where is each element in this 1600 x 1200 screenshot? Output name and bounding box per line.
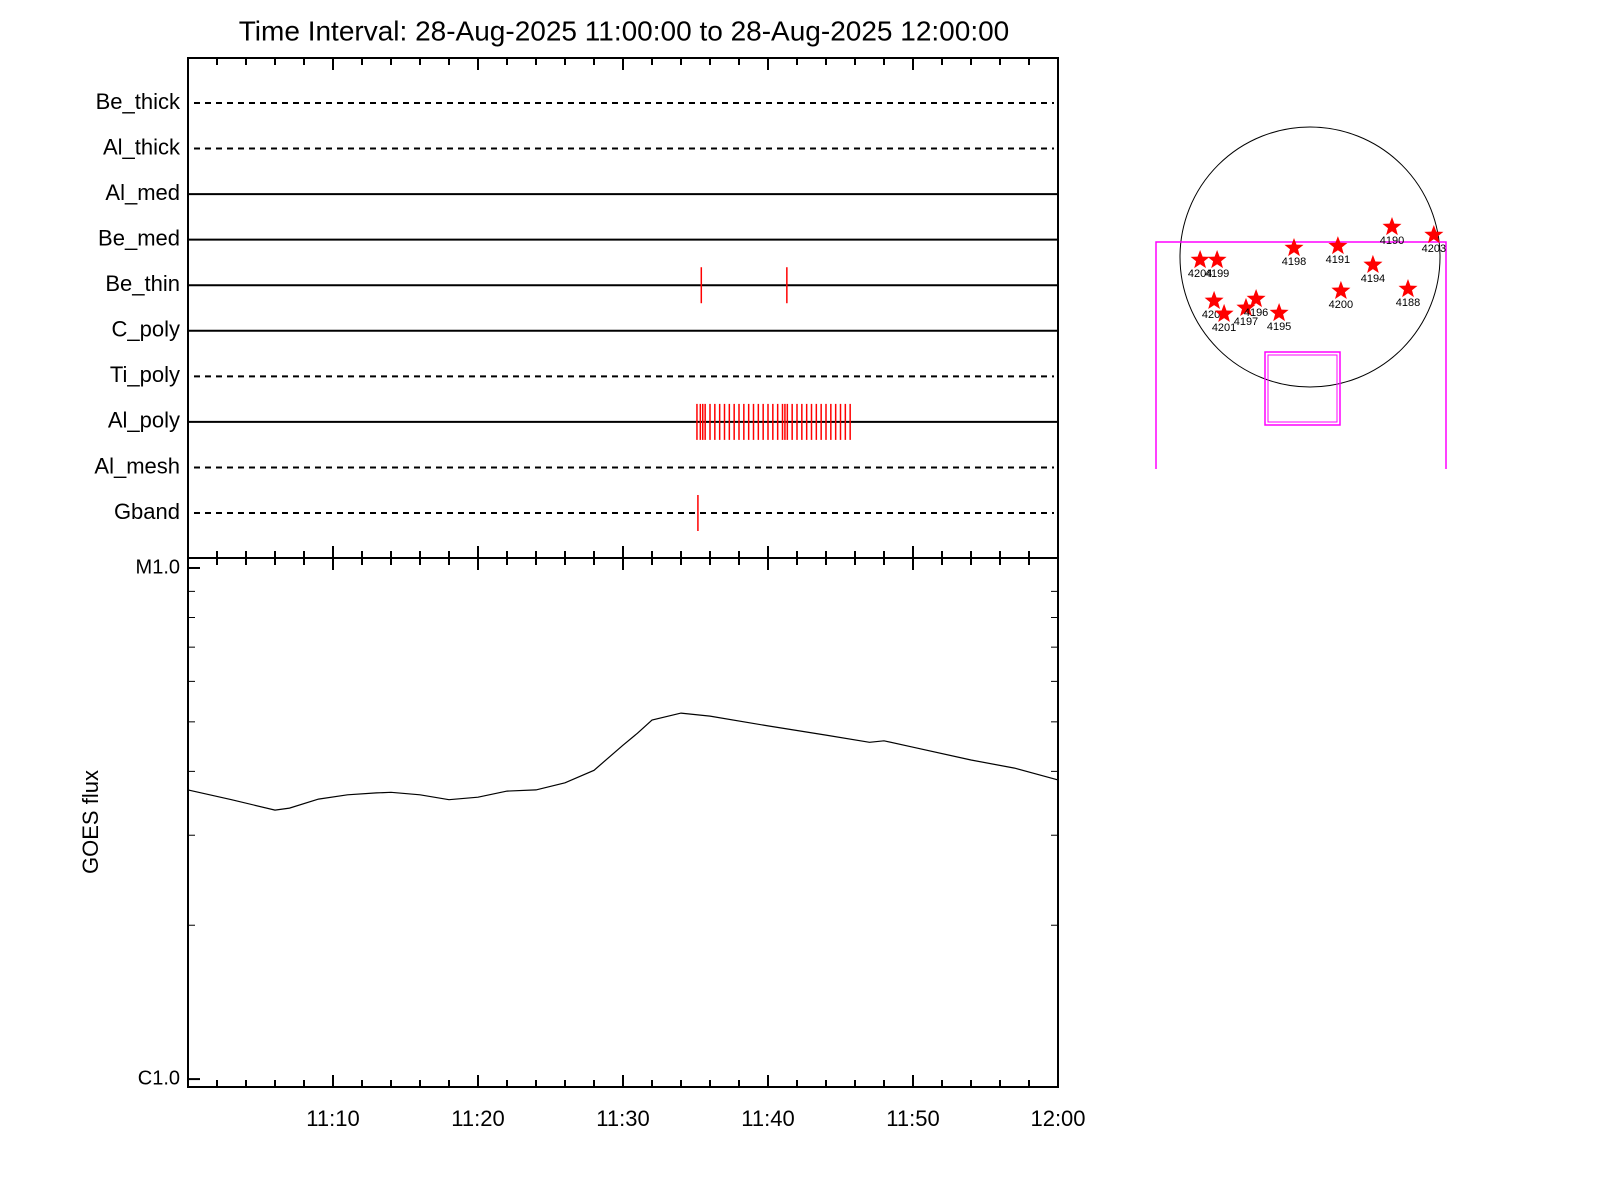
x-tick-label: 12:00 (1030, 1106, 1085, 1131)
region-star (1363, 254, 1383, 273)
y-tick-label: M1.0 (136, 556, 180, 578)
region-label: 4195 (1267, 321, 1291, 333)
y-tick-label: C1.0 (138, 1067, 180, 1089)
goes-frame (187, 557, 1059, 1088)
x-tick-label: 11:40 (741, 1106, 794, 1131)
x-tick-label: 11:30 (596, 1106, 649, 1131)
region-star (1236, 297, 1256, 316)
region-label: 4196 (1244, 307, 1268, 319)
row-label: Ti_poly (110, 362, 180, 387)
region-star (1204, 290, 1224, 309)
region-label: 4198 (1282, 256, 1306, 268)
region-star (1382, 217, 1402, 236)
region-star (1284, 238, 1304, 257)
fov-box (1264, 351, 1341, 426)
row-label: Be_med (98, 225, 180, 250)
region-label: 4201 (1212, 322, 1236, 334)
row-label: Al_mesh (94, 453, 180, 478)
region-label: 4200 (1329, 299, 1353, 311)
goes-line (187, 712, 1059, 811)
region-label: 4204 (1188, 268, 1212, 280)
row-label: Al_poly (108, 408, 180, 433)
row-label: Gband (114, 499, 180, 524)
y-axis-label: GOES flux (78, 770, 103, 874)
region-label: 4199 (1205, 268, 1229, 280)
row-label: Al_med (105, 180, 180, 205)
region-label: 4194 (1361, 273, 1385, 285)
region-star (1269, 303, 1289, 322)
region-star (1398, 279, 1418, 298)
region-star (1214, 303, 1234, 322)
timeline-frame (187, 57, 1059, 559)
fov-box (1155, 241, 1447, 469)
region-label: 4188 (1396, 297, 1420, 309)
row-label: Al_thick (103, 134, 181, 159)
region-label: 4203 (1422, 243, 1446, 255)
row-label: Be_thin (105, 271, 180, 296)
region-star (1190, 250, 1210, 269)
x-tick-label: 11:50 (886, 1106, 939, 1131)
fov-box (1267, 354, 1338, 423)
sun-disk (1179, 126, 1441, 388)
region-star (1246, 289, 1266, 308)
region-star (1424, 225, 1444, 244)
region-star (1207, 250, 1227, 269)
row-label: C_poly (112, 317, 180, 342)
chart-title: Time Interval: 28-Aug-2025 11:00:00 to 2… (239, 15, 1010, 46)
region-label: 4197 (1234, 316, 1258, 328)
region-label: 4191 (1326, 254, 1350, 266)
x-tick-label: 11:10 (306, 1106, 359, 1131)
row-label: Be_thick (96, 89, 181, 114)
region-star (1328, 236, 1348, 255)
region-star (1331, 280, 1351, 299)
x-tick-label: 11:20 (451, 1106, 504, 1131)
region-label: 4190 (1380, 235, 1404, 247)
